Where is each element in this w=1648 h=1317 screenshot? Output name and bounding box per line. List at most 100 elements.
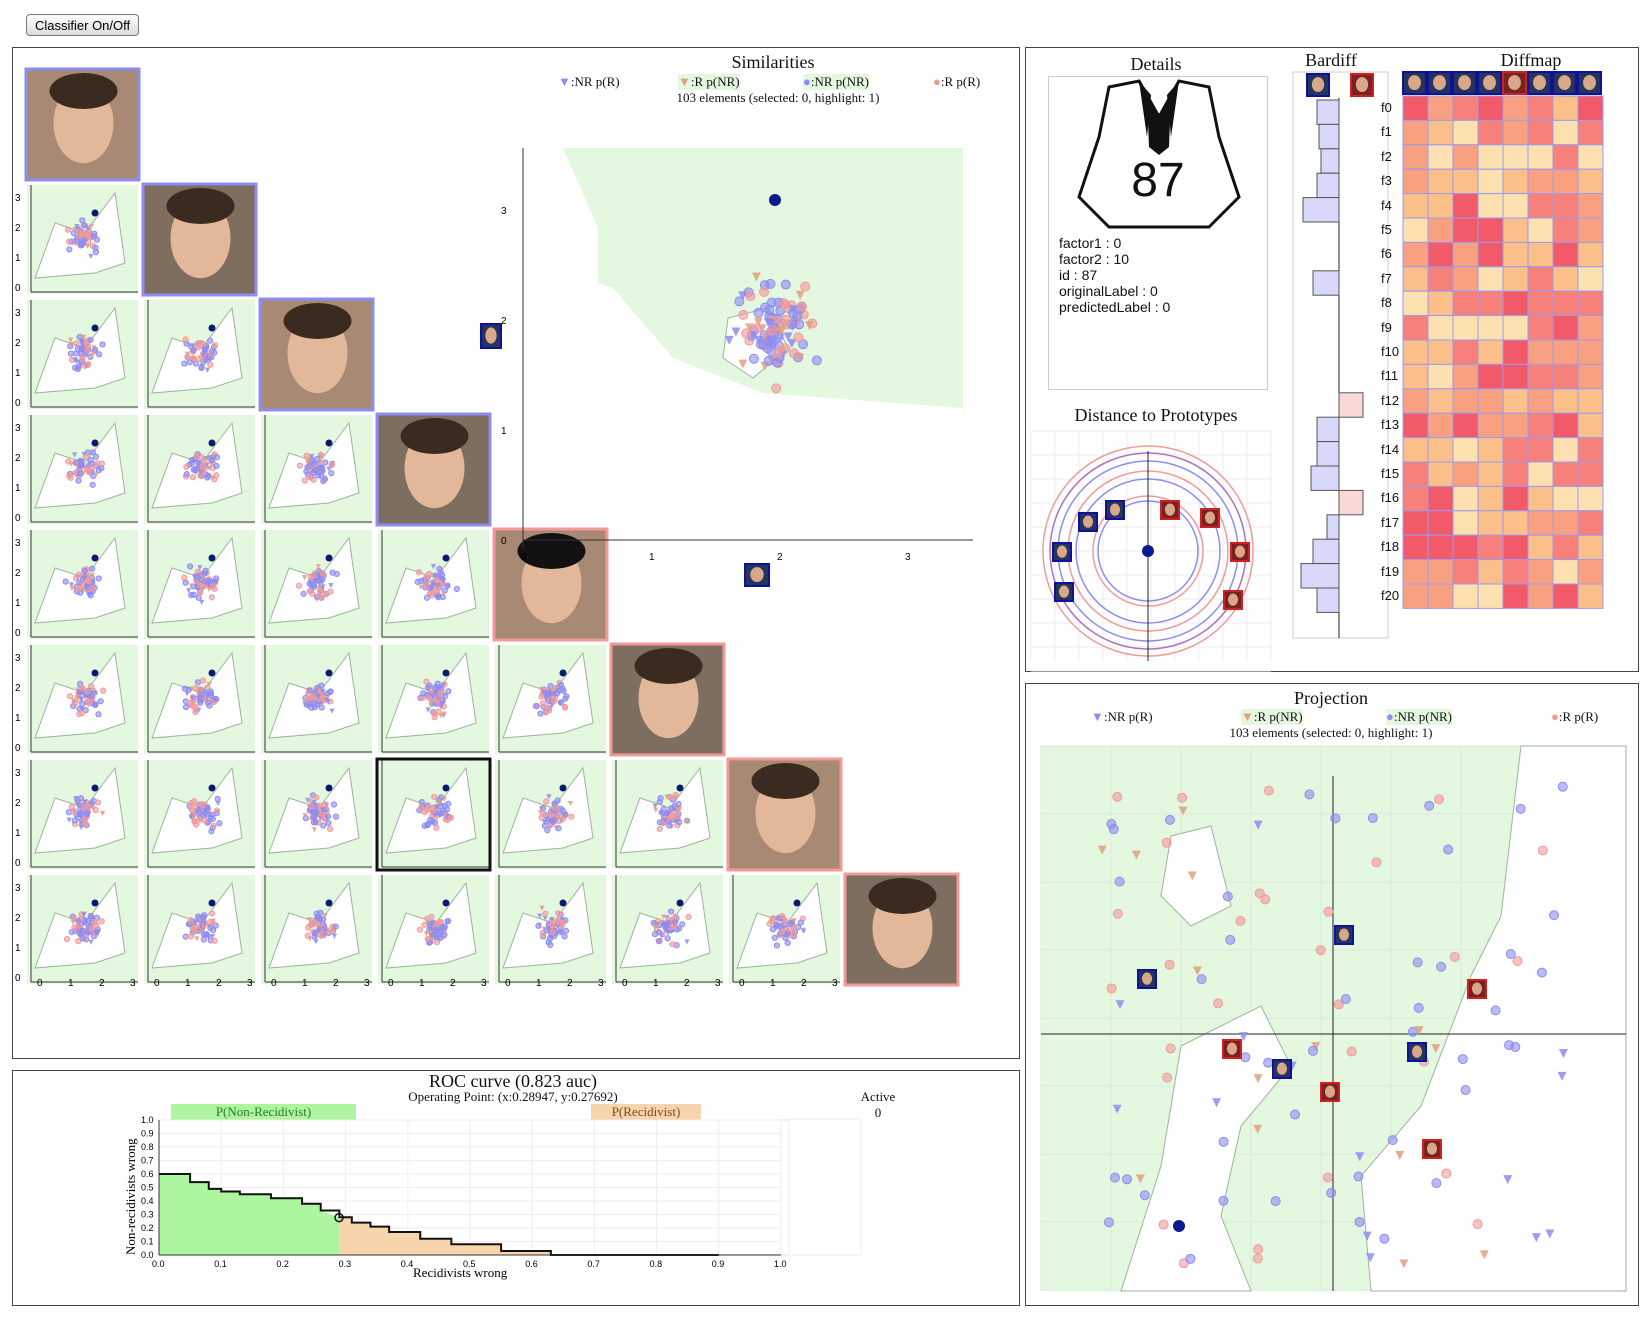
diffmap-cell	[1577, 363, 1604, 390]
face-image	[375, 412, 492, 527]
bardiff-bar	[1312, 538, 1340, 565]
axis-tick-label: 0	[271, 978, 277, 989]
data-point-triangle	[68, 337, 74, 343]
data-point-triangle	[74, 224, 80, 230]
data-point-triangle	[423, 931, 429, 937]
data-point	[70, 229, 77, 237]
data-point-triangle	[1253, 820, 1263, 830]
data-point	[1472, 1219, 1483, 1230]
data-point	[64, 226, 72, 233]
diffmap-cell	[1502, 266, 1529, 292]
decision-region	[563, 148, 963, 408]
data-point	[1441, 1168, 1452, 1179]
data-point	[1103, 1217, 1114, 1228]
data-point-triangle	[312, 818, 318, 825]
face-icon	[1276, 1062, 1288, 1075]
data-point	[295, 582, 303, 589]
data-point-triangle	[79, 706, 85, 713]
data-point	[1263, 785, 1274, 796]
data-point-triangle	[82, 799, 88, 806]
data-point	[99, 341, 106, 348]
axis-tick-label: 2	[15, 683, 21, 694]
data-point-triangle	[439, 701, 446, 707]
axis-tick-label: 3	[15, 883, 21, 894]
diffmap-cell	[1527, 241, 1554, 268]
diffmap-row-label: f15	[1381, 466, 1400, 481]
data-point-triangle	[89, 572, 96, 578]
diffmap-cell	[1552, 193, 1579, 219]
diffmap-row-label: f8	[1381, 295, 1392, 311]
diffmap-cell	[1427, 193, 1454, 219]
diffmap-cell	[1427, 363, 1454, 390]
diffmap-heatmap[interactable]	[1381, 71, 1636, 642]
data-point	[301, 477, 308, 484]
axis-tick-label: 2	[15, 568, 21, 579]
roc-chart[interactable]: 0.0 0.1 0.2 0.3 0.4 0.5 0.6 0.7 0.8 0.9 1.0 0.0 0.1 0…	[13, 1071, 1019, 1305]
data-point	[549, 816, 557, 824]
data-point-triangle	[425, 920, 431, 926]
data-point	[333, 570, 340, 578]
hair-icon	[400, 418, 469, 454]
data-point	[322, 801, 329, 808]
diffmap-cell	[1502, 485, 1529, 512]
data-point-triangle	[431, 573, 437, 579]
data-point-triangle	[1479, 1250, 1489, 1260]
face-icon	[1411, 1045, 1423, 1058]
scatter-matrix[interactable]: 0 1 2 3 0 1 2 3 0 1 2 3 0 1 2 3 0 1 2 3 0 1 2 3 0 1 2 3321032103210…	[13, 48, 1019, 1058]
data-point-triangle	[93, 472, 99, 478]
diffmap-row-label: f17	[1381, 514, 1400, 530]
data-point	[183, 470, 190, 478]
axis-tick-label: 0.9	[712, 1259, 725, 1269]
projection-scatter-plot[interactable]	[1040, 745, 1631, 1296]
data-point	[416, 926, 423, 933]
diffmap-cell	[1402, 339, 1429, 365]
data-point	[330, 801, 338, 808]
axis-tick-label: 0	[739, 978, 745, 989]
data-point-triangle	[311, 827, 317, 833]
diffmap-cell	[1552, 144, 1579, 170]
data-point	[656, 937, 663, 944]
data-point	[89, 565, 96, 572]
diffmap-cell	[1477, 559, 1504, 585]
data-point	[88, 925, 95, 932]
scatter-cell	[261, 530, 372, 639]
diffmap-cell	[1552, 168, 1579, 195]
data-point-triangle	[80, 921, 86, 927]
axis-tick-label: 0	[15, 283, 21, 294]
data-point	[196, 589, 204, 596]
data-point	[80, 231, 87, 238]
bardiff-bar	[1312, 270, 1340, 296]
legend-r-pnr-label: :R p(NR)	[1253, 709, 1303, 724]
data-point	[1457, 1054, 1468, 1065]
axis-tick-label: 1	[649, 552, 655, 563]
diffmap-cell	[1427, 266, 1454, 292]
data-point	[207, 692, 215, 700]
axis-tick-label: 1	[536, 978, 542, 989]
data-point	[676, 819, 683, 826]
data-point	[79, 700, 86, 708]
legend-r-pr-label: :R p(R)	[940, 74, 981, 89]
bardiff-chart[interactable]	[1291, 71, 1391, 640]
axis-tick-label: 3	[364, 978, 370, 989]
data-point	[1323, 906, 1334, 917]
data-point	[308, 803, 315, 810]
classifier-toggle-button[interactable]: Classifier On/Off	[26, 14, 140, 36]
data-point	[195, 594, 202, 601]
distance-to-prototypes-chart[interactable]	[1030, 430, 1281, 672]
diffmap-cell	[1577, 315, 1604, 341]
data-point	[92, 702, 99, 709]
axis-tick-label: 0.4	[141, 1196, 154, 1206]
bardiff-bar	[1318, 123, 1340, 150]
data-point	[76, 579, 83, 586]
diffmap-cell	[1527, 315, 1554, 341]
axis-tick-label: 0.6	[525, 1259, 538, 1269]
diffmap-cell	[1577, 534, 1604, 561]
similarities-scatter-plot[interactable]: 0 0 1 1 2 2 3 3	[480, 108, 1013, 588]
data-point	[1353, 1171, 1364, 1182]
diffmap-cell	[1452, 241, 1479, 268]
prototype-face-thumbnail	[1230, 542, 1250, 562]
axis-tick-label: 0.7	[587, 1259, 600, 1269]
data-point	[559, 807, 566, 814]
diffmap-cell	[1527, 437, 1554, 463]
diffmap-cell	[1527, 559, 1554, 585]
